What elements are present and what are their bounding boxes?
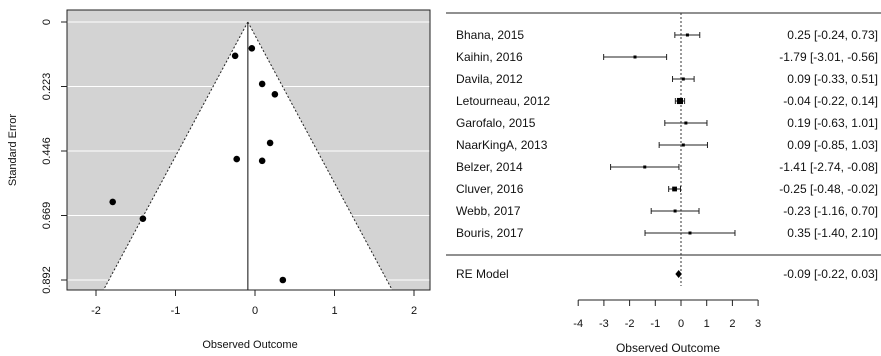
funnel-x-tick-label: 0 [252,305,258,317]
funnel-y-tick-label: 0.669 [41,202,53,230]
funnel-frame [66,9,431,291]
forest-x-tick-label: 3 [755,318,761,330]
funnel-x-tick-label: -2 [91,305,101,317]
forest-summary-label: RE Model [456,267,509,281]
funnel-left-edge [103,21,249,291]
forest-ci-text: -0.23 [-1.16, 0.70] [783,204,878,218]
forest-point-estimate [643,165,647,169]
forest-ci-text: -1.41 [-2.74, -0.08] [779,160,878,174]
funnel-plot: -2 -1 0 1 2 0 0.223 0.446 0.669 0.892 Observed Out… [7,9,431,351]
funnel-y-axis-title: Standard Error [7,114,19,186]
funnel-right-edge [247,21,393,291]
funnel-x-tick-label: -1 [171,305,181,317]
funnel-point [258,80,266,88]
funnel-point [248,45,256,52]
forest-study-label: Bhana, 2015 [456,28,524,42]
forest-ci-text: -0.25 [-0.48, -0.02] [779,182,878,196]
forest-study-label: NaarKingA, 2013 [456,138,548,152]
forest-x-tick-label: 1 [704,318,710,330]
forest-point-estimate [672,186,677,192]
forest-x-tick-label: 2 [729,318,735,330]
forest-ci-text: 0.35 [-1.40, 2.10] [787,226,878,240]
funnel-y-tick-label: 0.446 [41,137,53,165]
forest-ci-text: 0.09 [-0.85, 1.03] [787,138,878,152]
forest-study-label: Garofalo, 2015 [456,116,536,130]
forest-study-label: Cluver, 2016 [456,182,524,196]
forest-study-label: Kaihin, 2016 [456,50,523,64]
funnel-y-tick-label: 0.892 [41,266,53,294]
funnel-x-tick-label: 1 [331,305,337,317]
forest-x-tick-label: -2 [625,318,635,330]
forest-plot: Bhana, 2015 0.25 [-0.24, 0.73] Kaihin, 201… [446,12,881,355]
forest-point-estimate [684,121,688,125]
forest-x-tick-label: -4 [573,318,583,330]
forest-study-label: Davila, 2012 [456,72,523,86]
forest-x-axis-title: Observed Outcome [616,341,720,355]
forest-summary-diamond [675,270,682,278]
forest-ci-text: 0.09 [-0.33, 0.51] [787,72,878,86]
forest-ci-text: 0.19 [-0.63, 1.01] [787,116,878,130]
forest-summary-ci-text: -0.09 [-0.22, 0.03] [783,267,878,281]
funnel-x-axis-title: Observed Outcome [202,339,297,351]
forest-point-estimate [685,33,689,37]
forest-point-estimate [681,143,685,147]
forest-point-estimate [633,55,637,59]
funnel-point [279,276,287,284]
funnel-point [231,52,239,60]
funnel-y-tick-label: 0 [41,19,53,25]
forest-point-estimate [676,97,684,105]
funnel-point [266,139,274,147]
funnel-x-tick-label: 2 [411,305,417,317]
forest-ci-text: 0.25 [-0.24, 0.73] [787,28,878,42]
funnel-point [258,157,266,165]
forest-ci-text: -1.79 [-3.01, -0.56] [779,50,878,64]
forest-x-tick-label: -3 [599,318,609,330]
funnel-point [109,198,116,206]
forest-point-estimate [681,77,685,81]
forest-study-label: Letourneau, 2012 [456,94,550,108]
funnel-y-tick-label: 0.223 [41,73,53,101]
forest-x-tick-label: -1 [650,318,660,330]
forest-study-label: Webb, 2017 [456,204,521,218]
funnel-point [139,215,147,222]
funnel-point [271,91,279,98]
forest-study-label: Bouris, 2017 [456,226,524,240]
forest-ci-text: -0.04 [-0.22, 0.14] [783,94,878,108]
funnel-point [233,155,241,163]
forest-study-label: Belzer, 2014 [456,160,523,174]
forest-point-estimate [688,231,692,235]
forest-point-estimate [673,209,677,213]
forest-x-tick-label: 0 [678,318,684,330]
